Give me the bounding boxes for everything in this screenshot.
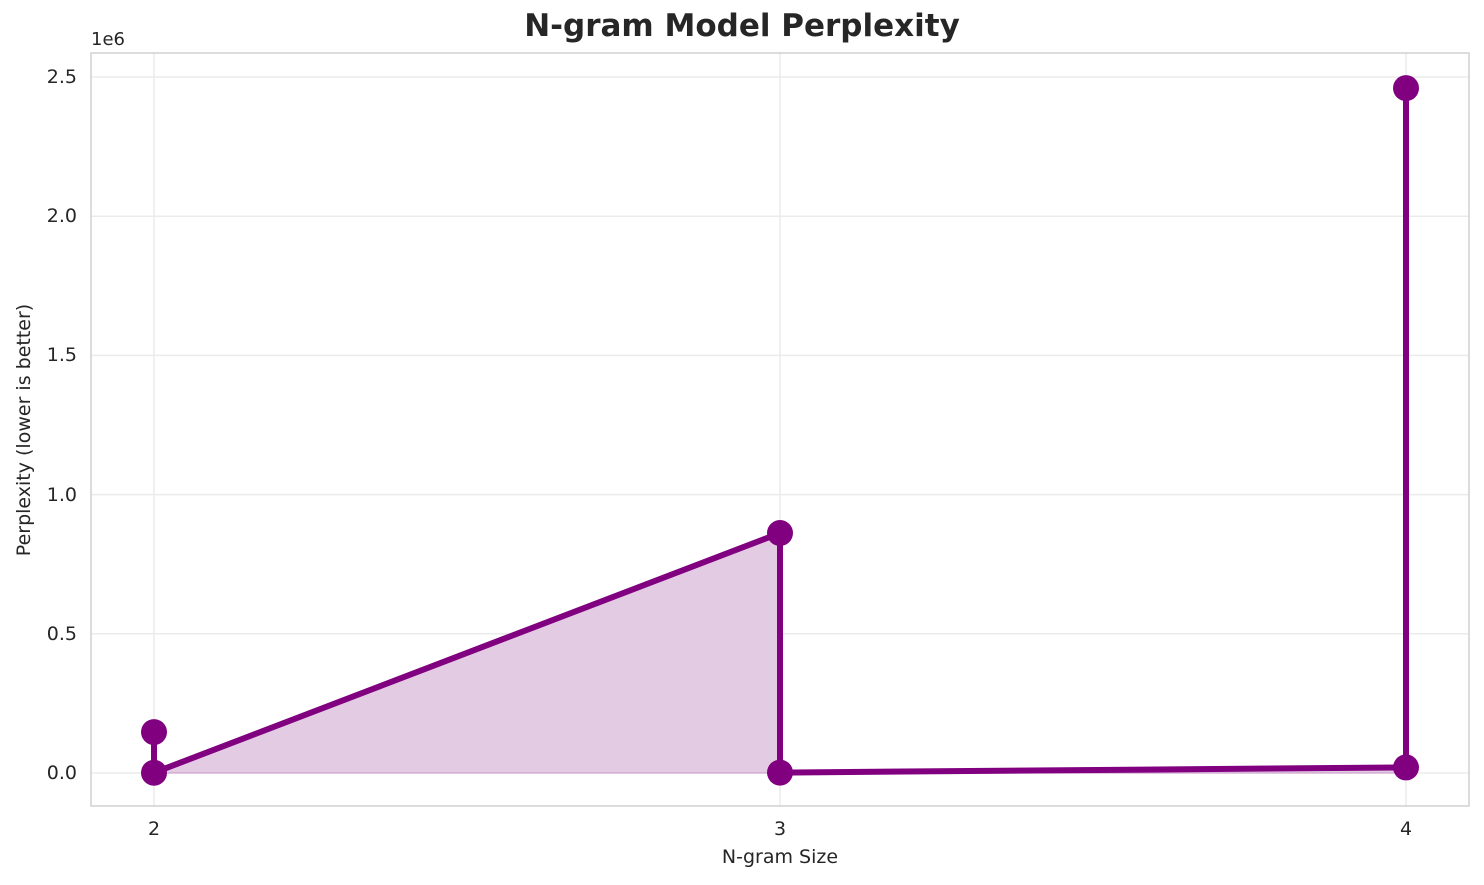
data-point-marker xyxy=(767,759,793,786)
y-tick-label: 1.5 xyxy=(46,344,77,367)
x-axis-label: N-gram Size xyxy=(721,846,839,868)
data-point-marker xyxy=(1393,754,1419,781)
data-point-marker xyxy=(767,520,793,547)
x-tick-label: 3 xyxy=(773,818,787,840)
y-tick-label: 0.0 xyxy=(46,762,77,784)
y-tick-label: 0.5 xyxy=(46,622,77,645)
y-axis-offset-label: 1e6 xyxy=(91,29,125,50)
chart-title: N-gram Model Perplexity xyxy=(524,8,960,44)
y-tick-label: 1.0 xyxy=(46,483,77,506)
x-tick-label: 4 xyxy=(1399,818,1413,840)
data-point-marker xyxy=(1393,75,1419,102)
x-tick-label: 2 xyxy=(147,818,161,840)
data-markers xyxy=(141,75,1419,786)
gridlines xyxy=(91,53,1469,806)
axes-frame xyxy=(90,52,1470,807)
data-point-marker xyxy=(141,719,167,746)
data-point-marker xyxy=(141,759,167,786)
y-tick-label: 2.5 xyxy=(46,66,77,88)
y-tick-label: 2.0 xyxy=(46,205,77,228)
